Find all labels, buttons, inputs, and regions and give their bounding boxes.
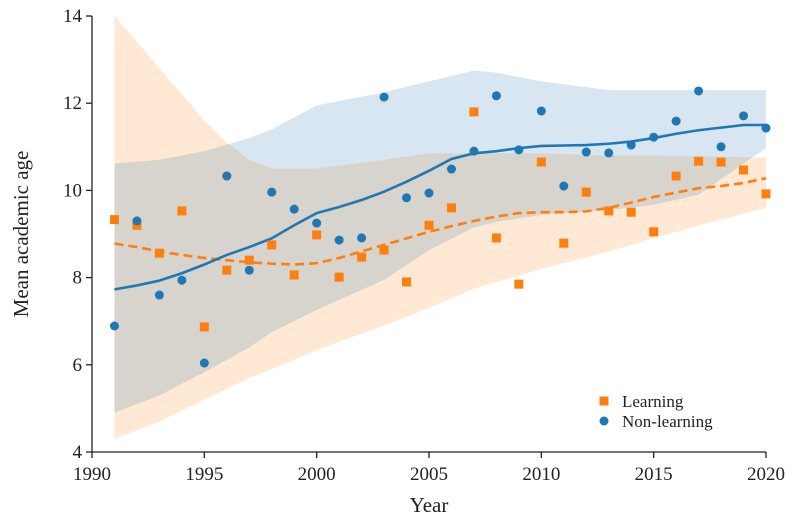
point <box>267 187 277 197</box>
x-tick-label: 2015 <box>635 464 673 485</box>
point <box>559 238 569 248</box>
point <box>716 142 726 152</box>
point <box>289 270 299 280</box>
point <box>312 230 322 240</box>
y-tick-label: 4 <box>73 442 83 463</box>
x-tick-label: 2010 <box>522 464 560 485</box>
point <box>559 181 569 191</box>
y-tick-label: 12 <box>63 93 82 114</box>
point <box>761 123 771 133</box>
point <box>222 265 232 275</box>
x-tick-label: 2000 <box>298 464 336 485</box>
x-axis-title: Year <box>410 493 449 517</box>
point <box>469 107 479 117</box>
confidence-band <box>114 70 766 413</box>
point <box>694 156 704 166</box>
point <box>312 218 322 228</box>
point <box>222 171 232 181</box>
point <box>402 193 412 203</box>
point <box>109 215 119 225</box>
marks <box>109 86 771 368</box>
x-tick-label: 2020 <box>747 464 785 485</box>
confidence-band <box>114 16 766 439</box>
x-tick-label: 1995 <box>185 464 223 485</box>
point <box>132 216 142 226</box>
point <box>739 111 749 121</box>
point <box>671 116 681 126</box>
x-tick-label: 1990 <box>73 464 111 485</box>
y-tick-label: 10 <box>63 180 82 201</box>
point <box>334 235 344 245</box>
point <box>514 145 524 155</box>
point <box>536 157 546 167</box>
point <box>154 290 164 300</box>
point <box>581 147 591 157</box>
point <box>244 265 254 275</box>
point <box>199 322 209 332</box>
x-tick-label: 2005 <box>410 464 448 485</box>
point <box>514 279 524 289</box>
point <box>379 245 389 255</box>
point <box>177 206 187 216</box>
point <box>649 227 659 237</box>
point <box>154 248 164 258</box>
point <box>446 164 456 174</box>
point <box>357 233 367 243</box>
y-tick-label: 8 <box>73 268 83 289</box>
point <box>581 187 591 197</box>
point <box>604 206 614 216</box>
axes: 4 6 8 10 12 14 1990 1995 2000 2005 2010 2015 2020 <box>63 6 785 485</box>
point <box>739 165 749 175</box>
point <box>379 92 389 102</box>
trend-line <box>114 176 767 266</box>
bands <box>114 16 766 439</box>
legend-label: Non-learning <box>622 412 713 431</box>
point <box>491 91 501 101</box>
point <box>357 252 367 262</box>
point <box>289 204 299 214</box>
point <box>109 321 119 331</box>
point <box>402 277 412 287</box>
point <box>604 148 614 158</box>
point <box>244 255 254 265</box>
point <box>334 272 344 282</box>
point <box>716 157 726 167</box>
legend-marker <box>599 416 609 426</box>
y-axis-title: Mean academic age <box>9 151 33 318</box>
point <box>177 275 187 285</box>
point <box>267 240 277 250</box>
point <box>469 146 479 156</box>
point <box>424 188 434 198</box>
y-tick-label: 14 <box>63 6 83 27</box>
y-tick-label: 6 <box>73 355 83 376</box>
point <box>671 171 681 181</box>
point <box>761 189 771 199</box>
point <box>199 358 209 368</box>
point <box>626 140 636 150</box>
point <box>626 207 636 217</box>
point <box>491 233 501 243</box>
legend-marker <box>599 396 609 406</box>
point <box>536 106 546 116</box>
legend-label: Learning <box>622 392 684 411</box>
point <box>424 220 434 230</box>
point <box>649 132 659 142</box>
point <box>446 203 456 213</box>
point <box>694 86 704 96</box>
